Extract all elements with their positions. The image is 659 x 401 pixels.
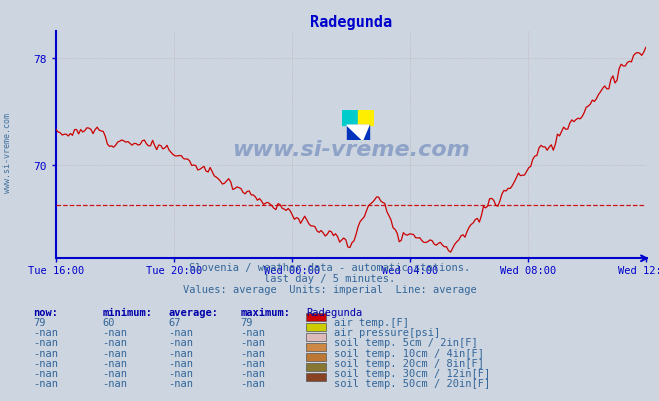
Text: 79: 79 (33, 318, 45, 328)
Text: soil temp. 10cm / 4in[F]: soil temp. 10cm / 4in[F] (334, 348, 484, 358)
Text: soil temp. 50cm / 20in[F]: soil temp. 50cm / 20in[F] (334, 378, 490, 388)
Text: www.si-vreme.com: www.si-vreme.com (3, 112, 13, 192)
Polygon shape (347, 126, 369, 141)
Text: 60: 60 (102, 318, 115, 328)
Text: -nan: -nan (241, 378, 266, 388)
Text: -nan: -nan (102, 378, 127, 388)
Text: Radegunda: Radegunda (306, 307, 362, 317)
Text: maximum:: maximum: (241, 307, 291, 317)
Text: -nan: -nan (168, 328, 193, 338)
Text: -nan: -nan (33, 358, 58, 368)
Text: -nan: -nan (102, 328, 127, 338)
Text: soil temp. 20cm / 8in[F]: soil temp. 20cm / 8in[F] (334, 358, 484, 368)
Bar (347, 126, 369, 141)
Text: -nan: -nan (241, 328, 266, 338)
Text: -nan: -nan (241, 348, 266, 358)
Title: Radegunda: Radegunda (310, 14, 392, 30)
Text: -nan: -nan (33, 328, 58, 338)
Text: air pressure[psi]: air pressure[psi] (334, 328, 440, 338)
Text: now:: now: (33, 307, 58, 317)
Text: Slovenia / weather data - automatic stations.: Slovenia / weather data - automatic stat… (189, 263, 470, 273)
Text: -nan: -nan (241, 338, 266, 348)
Text: -nan: -nan (102, 348, 127, 358)
Text: soil temp. 30cm / 12in[F]: soil temp. 30cm / 12in[F] (334, 368, 490, 378)
Text: -nan: -nan (102, 338, 127, 348)
Text: -nan: -nan (33, 378, 58, 388)
Text: -nan: -nan (102, 358, 127, 368)
Text: -nan: -nan (33, 338, 58, 348)
Text: air temp.[F]: air temp.[F] (334, 318, 409, 328)
Text: 67: 67 (168, 318, 181, 328)
Text: -nan: -nan (168, 368, 193, 378)
Text: -nan: -nan (241, 368, 266, 378)
Text: -nan: -nan (168, 348, 193, 358)
Text: www.si-vreme.com: www.si-vreme.com (232, 140, 470, 160)
Text: minimum:: minimum: (102, 307, 152, 317)
Text: -nan: -nan (168, 378, 193, 388)
Text: -nan: -nan (168, 358, 193, 368)
Text: average:: average: (168, 307, 218, 317)
Text: 79: 79 (241, 318, 253, 328)
Text: last day / 5 minutes.: last day / 5 minutes. (264, 273, 395, 284)
Text: Values: average  Units: imperial  Line: average: Values: average Units: imperial Line: av… (183, 284, 476, 294)
Text: -nan: -nan (102, 368, 127, 378)
Bar (342, 111, 358, 126)
Text: -nan: -nan (33, 348, 58, 358)
Text: soil temp. 5cm / 2in[F]: soil temp. 5cm / 2in[F] (334, 338, 478, 348)
Text: -nan: -nan (241, 358, 266, 368)
Text: -nan: -nan (33, 368, 58, 378)
Bar (358, 111, 374, 126)
Text: -nan: -nan (168, 338, 193, 348)
